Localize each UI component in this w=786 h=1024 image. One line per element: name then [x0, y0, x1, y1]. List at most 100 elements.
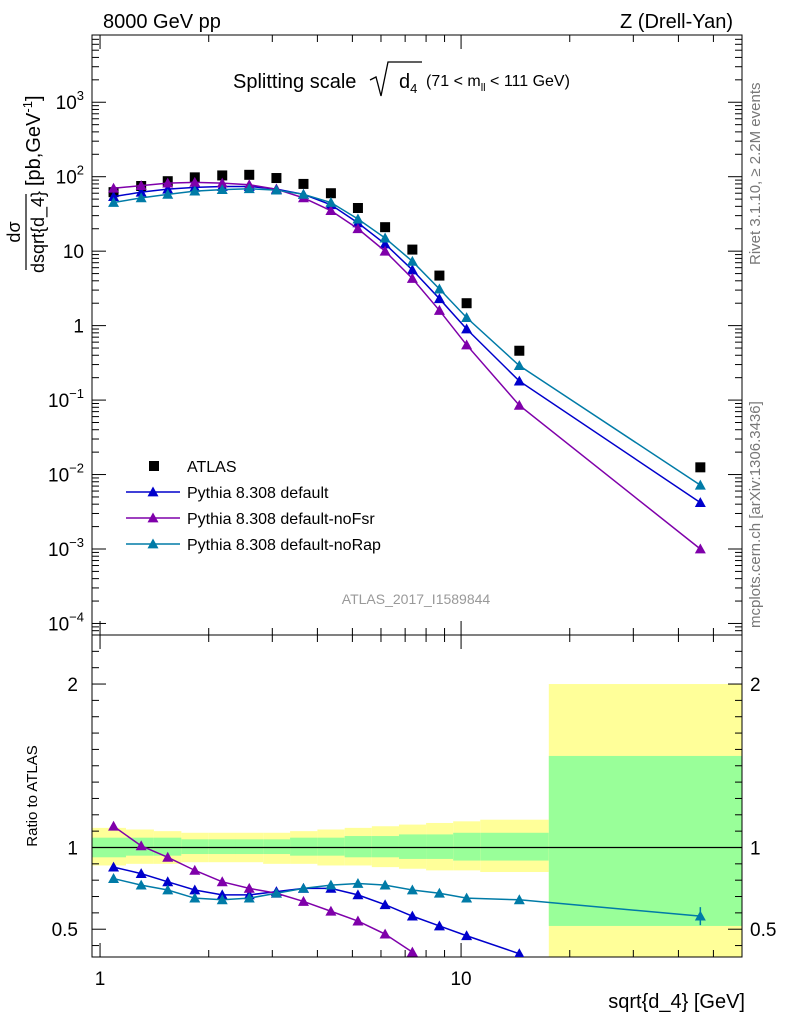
ratio-y-axis-label: Ratio to ATLAS [24, 745, 41, 846]
y-tick-label: 10−2 [48, 461, 84, 487]
data-point-atlas [298, 178, 309, 189]
title-symbol: d4 [399, 71, 417, 96]
legend-label-atlas: ATLAS [187, 459, 237, 476]
ratio-point-noFsr [189, 864, 201, 875]
data-point-default [513, 375, 525, 386]
ratio-point-noRap [108, 873, 120, 883]
legend-item-noFsr: Pythia 8.308 default-noFsr [126, 511, 375, 528]
ratio-point-noRap [433, 887, 445, 898]
ylabel-units: [pb,GeV-1] [20, 95, 45, 186]
ylabel-numerator: dσ [4, 221, 24, 242]
legend-marker-noRap [147, 538, 159, 549]
data-point-noFsr [352, 223, 364, 234]
rivet-version-label: Rivet 3.1.10, ≥ 2.2M events [747, 83, 764, 266]
ratio-y-tick-label-right: 2 [750, 675, 761, 696]
series-line-noFsr [113, 181, 701, 550]
ratio-line-noRap [113, 877, 701, 917]
ratio-point-default [379, 899, 391, 910]
data-point-default [135, 186, 147, 197]
data-point-noFsr [135, 180, 147, 190]
data-point-noRap [243, 183, 255, 194]
ratio-line-default [113, 866, 520, 955]
ratio-point-noRap [406, 884, 418, 895]
data-point-noFsr [379, 245, 391, 256]
ratio-y-tick-label-right: 1 [750, 838, 761, 859]
ratio-point-noFsr [352, 915, 364, 926]
inner-band-bin [208, 839, 236, 855]
ratio-plot-area [108, 820, 706, 957]
y-tick-label: 103 [56, 88, 84, 114]
data-point-default [461, 323, 473, 334]
ratio-point-default [108, 861, 120, 872]
ratio-y-tick-label: 0.5 [52, 920, 78, 941]
y-tick-label: 1 [73, 317, 84, 338]
ratio-point-noRap [379, 879, 391, 890]
data-point-atlas [514, 345, 525, 356]
data-point-atlas [461, 298, 472, 309]
title-range: (71 < mll < 111 GeV) [426, 73, 570, 94]
series-line-noRap [113, 187, 701, 486]
data-point-atlas [695, 462, 706, 473]
data-point-noFsr [189, 176, 201, 187]
x-axis-label: sqrt{d_4} [GeV] [608, 991, 745, 1013]
data-point-atlas [434, 270, 445, 281]
data-point-atlas [271, 173, 282, 184]
ratio-point-default [406, 910, 418, 921]
inner-band-bin [398, 834, 427, 859]
ratio-point-default [514, 948, 525, 957]
legend-label-noFsr: Pythia 8.308 default-noFsr [187, 511, 375, 528]
legend-label-noRap: Pythia 8.308 default-noRap [187, 537, 381, 554]
data-point-noFsr [216, 177, 228, 188]
data-point-noRap [694, 479, 706, 490]
data-point-default [379, 238, 391, 249]
data-point-noFsr [694, 543, 706, 554]
legend-item-atlas: ATLAS [149, 459, 237, 476]
data-point-noRap [108, 197, 120, 207]
y-tick-label: 10−1 [48, 386, 84, 412]
data-point-noRap [135, 192, 147, 203]
data-point-atlas [380, 222, 391, 233]
data-point-noFsr [108, 182, 120, 193]
inner-band-bin [453, 832, 481, 861]
inner-band-bin [181, 839, 209, 855]
data-point-noRap [352, 213, 364, 224]
ratio-point-noFsr [216, 876, 228, 887]
data-point-default [694, 497, 706, 507]
series-atlas [108, 169, 706, 473]
inner-band-bin [480, 832, 549, 861]
ratio-y-tick-label-right: 0.5 [750, 920, 776, 941]
data-point-noFsr [433, 304, 445, 315]
main-title: Splitting scale [233, 71, 356, 93]
legend-marker-default [147, 486, 159, 497]
inner-band-bin [317, 837, 345, 856]
y-tick-label: 10−4 [48, 609, 84, 635]
data-point-atlas [325, 188, 336, 199]
series-noFsr [108, 176, 706, 554]
data-point-default [162, 183, 174, 194]
y-tick-label: 102 [56, 163, 84, 189]
data-point-noRap [379, 232, 391, 243]
data-point-atlas [352, 202, 363, 213]
data-point-atlas [407, 244, 418, 255]
ratio-y-tick-label: 2 [67, 675, 78, 696]
main-y-axis-label: dσ dsqrt{d_4} [pb,GeV-1] [4, 95, 49, 273]
analysis-id: ATLAS_2017_I1589844 [342, 591, 491, 607]
data-point-noFsr [461, 339, 473, 350]
process-label: Z (Drell-Yan) [620, 11, 733, 33]
inner-band-bin [290, 837, 318, 856]
ratio-point-noRap [189, 892, 201, 903]
ratio-point-noFsr [243, 882, 255, 893]
legend-marker-noFsr [147, 512, 159, 523]
series-line-default [113, 185, 701, 504]
ratio-line-noFsr [113, 825, 413, 953]
legend-item-noRap: Pythia 8.308 default-noRap [126, 537, 381, 554]
ratio-point-noRap [461, 892, 473, 903]
ratio-y-tick-label: 1 [67, 838, 78, 859]
mcplots-label: mcplots.cern.ch [arXiv:1306.3436] [747, 401, 764, 628]
ratio-series-noRap [108, 873, 706, 921]
data-point-noRap [513, 360, 525, 371]
inner-band-bin [263, 839, 291, 855]
ratio-point-default [433, 920, 445, 931]
ratio-series-default [108, 861, 525, 957]
